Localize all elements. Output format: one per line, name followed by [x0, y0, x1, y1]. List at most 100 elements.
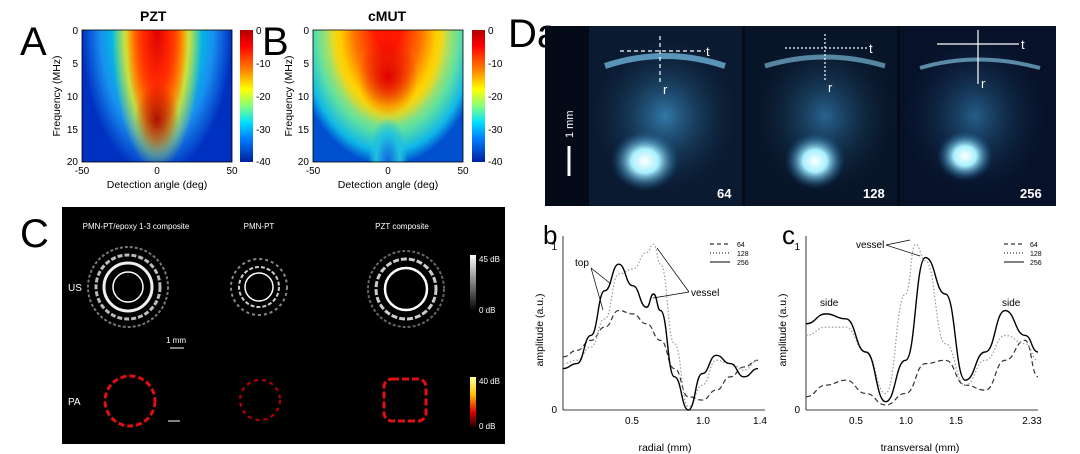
b-xlabel: radial (mm)	[638, 442, 691, 454]
us-image-3	[367, 250, 445, 328]
c-xtick-15: 1.5	[949, 416, 963, 427]
b-xtick-0: 0	[385, 166, 391, 177]
pa-image-2	[239, 379, 281, 421]
pa-cbar-top: 40 dB	[479, 377, 500, 386]
c-col-1: PMN-PT/epoxy 1-3 composite	[83, 222, 190, 231]
b-ytick-5: 5	[303, 59, 309, 70]
colorbar-b	[472, 30, 485, 162]
b-cbar-0: 0	[488, 26, 494, 37]
chart-b: b 1 0 0.5 1.0 1.4 radial (mm) amplitude …	[534, 220, 767, 454]
a-cbar-0: 0	[256, 26, 262, 37]
da-label-256: 256	[1020, 186, 1042, 201]
b-cbar-20: -20	[488, 92, 503, 103]
c-letter: c	[782, 220, 795, 250]
panel-da-content: t r t r t r 1 mm 64 128 256	[564, 26, 1056, 206]
b-cbar-10: -10	[488, 59, 503, 70]
a-xtick-50: 50	[226, 166, 238, 177]
pa-cbar-bottom: 0 dB	[479, 422, 495, 431]
b-ytick-0: 0	[303, 26, 309, 37]
us-cbar-bottom: 0 dB	[479, 306, 495, 315]
pa-image-1	[103, 374, 157, 428]
c-xtick-05: 0.5	[849, 416, 863, 427]
c-ytick-1: 1	[794, 242, 800, 253]
b-ytick-1: 1	[551, 242, 557, 253]
series-line-c-64	[805, 339, 1039, 406]
a-xtick-m50: -50	[75, 166, 90, 177]
da-r-256: r	[981, 76, 986, 91]
c-annot-side-right: side	[1002, 298, 1021, 309]
da-image-64	[585, 26, 745, 206]
panel-letter-a: A	[20, 20, 47, 64]
da-label-128: 128	[863, 186, 885, 201]
b-xtick-10: 1.0	[696, 416, 710, 427]
b-xtick-50: 50	[457, 166, 469, 177]
a-xtick-0: 0	[154, 166, 160, 177]
pa-image-3	[382, 377, 428, 423]
da-t-256: t	[1021, 37, 1025, 52]
c-xtick-233: 2.33	[1022, 416, 1042, 427]
colorbar-a	[240, 30, 253, 162]
da-r-128: r	[828, 80, 833, 95]
da-label-64: 64	[717, 186, 732, 201]
a-ytick-10: 10	[67, 92, 79, 103]
b-letter: b	[543, 220, 557, 250]
b-ylabel: amplitude (a.u.)	[534, 294, 546, 367]
da-t-128: t	[869, 41, 873, 56]
series-line-b-64	[562, 309, 759, 401]
b-ytick-20: 20	[298, 157, 310, 168]
us-image-1	[87, 246, 169, 328]
b-xtick-m50: -50	[306, 166, 321, 177]
a-cbar-40: -40	[256, 157, 271, 168]
crosshair-256	[937, 30, 1019, 84]
b-ylabel: Frequency (MHz)	[283, 55, 295, 136]
panel-a-title: PZT	[140, 8, 167, 24]
a-ytick-5: 5	[72, 59, 78, 70]
a-ylabel: Frequency (MHz)	[51, 55, 63, 136]
b-annot-top: top	[575, 258, 589, 269]
c-annot-vessel: vessel	[856, 240, 884, 251]
c-annot-side-left: side	[820, 298, 839, 309]
series-line-b-128	[562, 243, 759, 408]
series-line-c-128	[805, 243, 1039, 395]
c-xlabel: transversal (mm)	[881, 442, 960, 454]
heatmap-pzt	[82, 30, 232, 162]
da-image-128	[745, 26, 900, 206]
a-cbar-10: -10	[256, 59, 271, 70]
c-legend: 64 128 256	[1004, 242, 1042, 267]
panel-b-title: cMUT	[368, 8, 407, 24]
b-ytick-10: 10	[298, 92, 310, 103]
pa-colorbar	[470, 377, 476, 427]
a-ytick-15: 15	[67, 125, 79, 136]
c-ytick-0: 0	[794, 405, 800, 416]
b-xlabel: Detection angle (deg)	[338, 179, 438, 191]
c-legend-256: 256	[1030, 260, 1042, 267]
c-legend-128: 128	[1030, 251, 1042, 258]
b-legend: 64 128 256	[710, 242, 749, 267]
b-annot-vessel: vessel	[691, 288, 719, 299]
heatmap-cmut	[313, 30, 463, 162]
a-cbar-30: -30	[256, 125, 271, 136]
b-legend-256: 256	[737, 260, 749, 267]
a-ytick-0: 0	[72, 26, 78, 37]
chart-c: c 1 0 0.5 1.0 1.5 2.33 transversal (mm) …	[777, 220, 1042, 454]
da-r-64: r	[663, 82, 668, 97]
c-ylabel: amplitude (a.u.)	[777, 294, 789, 367]
panel-letter-c: C	[20, 212, 49, 256]
c-row-pa: PA	[68, 397, 81, 408]
us-image-2	[230, 258, 288, 316]
panel-a-axes: 0 5 10 15 20 -50 0 50 Detection angle (d…	[51, 26, 271, 191]
c-scale-bar: 1 mm	[166, 336, 186, 345]
b-legend-128: 128	[737, 251, 749, 258]
series-line-c-256	[805, 256, 1039, 403]
us-cbar-top: 45 dB	[479, 255, 500, 264]
da-t-64: t	[706, 44, 710, 59]
panel-c-content: PMN-PT/epoxy 1-3 composite PMN-PT PZT co…	[68, 222, 500, 431]
b-ytick-15: 15	[298, 125, 310, 136]
series-line-b-256	[562, 263, 759, 411]
da-scale-bar: 1 mm	[564, 111, 576, 139]
b-xtick-14: 1.4	[753, 416, 767, 427]
crosshair-128	[785, 34, 867, 82]
b-ytick-0: 0	[551, 405, 557, 416]
b-cbar-40: -40	[488, 157, 503, 168]
c-row-us: US	[68, 283, 82, 294]
